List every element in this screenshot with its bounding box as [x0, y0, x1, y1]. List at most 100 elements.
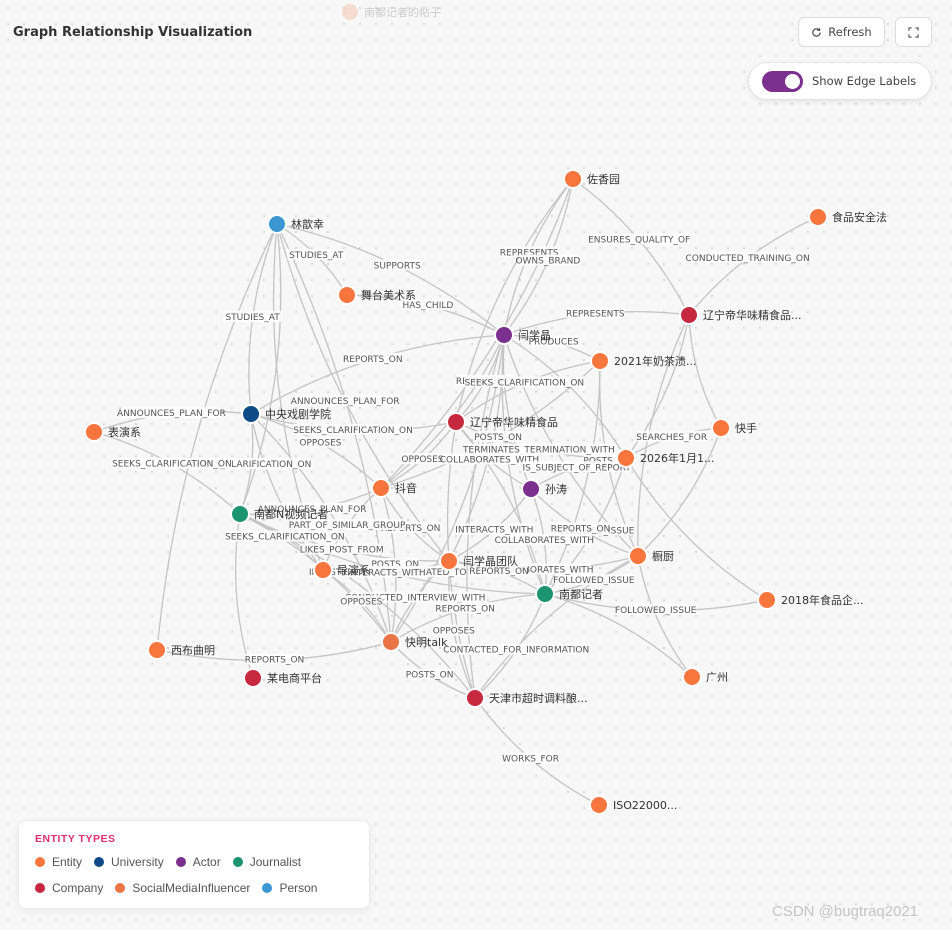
edge[interactable] [474, 555, 639, 699]
svg-text:南都N视频记者: 南都N视频记者 [254, 507, 328, 521]
svg-text:POSTS_ON: POSTS_ON [371, 560, 419, 570]
svg-text:SEEKS_CLARIFICATION_ON: SEEKS_CLARIFICATION_ON [192, 460, 312, 470]
svg-text:PART_OF_SIMILAR_GROUP: PART_OF_SIMILAR_GROUP [289, 521, 406, 531]
edge[interactable] [156, 223, 278, 651]
edge-label: POSTS_ON [583, 454, 631, 466]
entity-legend: ENTITY TYPES Entity University Actor Journa… [18, 820, 370, 909]
edge-labels-toggle-label: Show Edge Labels [812, 74, 917, 88]
edge-label: SUPPORTS [373, 259, 421, 271]
graph-node-linxin[interactable]: 林歆幸 [267, 214, 324, 234]
edge-label: OPPOSES [340, 595, 383, 607]
edge[interactable] [688, 314, 722, 429]
graph-node-douyin[interactable]: 抖音 [371, 478, 417, 498]
graph-node-yxjteam[interactable]: 闫学晶团队 [439, 551, 518, 571]
graph-node-liaoning2[interactable]: 辽宁帝华味精食品 [446, 412, 558, 432]
edge-label: SEEKS_CLARIFICATION_ON [111, 457, 233, 470]
graph-node-daoyan[interactable]: 导演系 [313, 560, 370, 580]
edge[interactable] [380, 178, 574, 489]
graph-node-zhongxi[interactable]: 中央戏剧学院 [241, 404, 331, 424]
graph-node-guangzhou[interactable]: 广州 [682, 667, 728, 687]
edge-label: ENSURES_QUALITY_OF [588, 233, 690, 246]
edge[interactable] [474, 697, 600, 806]
refresh-button[interactable]: Refresh [798, 17, 885, 47]
graph-node-shipin[interactable]: 食品安全法 [808, 207, 887, 227]
svg-text:2021年奶茶渍...: 2021年奶茶渍... [614, 354, 696, 368]
graph-node-suntao[interactable]: 孙涛 [521, 479, 567, 499]
edge-label: COLLABORATES_WITH [494, 563, 594, 575]
graph-node-yanxueman[interactable]: 闫学晶 [494, 325, 551, 345]
toggle-knob [785, 73, 800, 89]
svg-text:COLLABORATES_WITH: COLLABORATES_WITH [494, 565, 593, 575]
legend-items: Entity University Actor Journalist Company So… [35, 855, 353, 895]
edge-label: COLLABORATES_WITH [440, 453, 539, 466]
edge-label: IS_SUBJECT_OF_REPORT [521, 461, 632, 473]
edge-label: LIKES_POST_FROM [299, 543, 384, 556]
edge-label: OPPOSES [401, 453, 444, 465]
graph-node-biaoyan[interactable]: 表演系 [84, 422, 141, 442]
edge[interactable] [93, 431, 241, 515]
graph-node-naicha[interactable]: 2021年奶茶渍... [590, 351, 696, 371]
svg-text:ANNOUNCES_PLAN_FOR: ANNOUNCES_PLAN_FOR [117, 409, 226, 419]
edge[interactable] [637, 555, 693, 678]
refresh-icon [812, 27, 822, 37]
svg-text:SEEKS_CLARIFICATION_ON: SEEKS_CLARIFICATION_ON [225, 533, 345, 543]
graph-node-nandu_n[interactable]: 南都N视频记者 [230, 504, 328, 524]
edge[interactable] [501, 334, 546, 595]
legend-dot [94, 857, 105, 867]
svg-text:COLLABORATES_WITH: COLLABORATES_WITH [440, 456, 539, 466]
graph-node-tianjin[interactable]: 天津市超时调料酿... [465, 688, 588, 708]
edge[interactable] [276, 223, 505, 336]
svg-text:REPRESENTS: REPRESENTS [566, 309, 625, 319]
graph-node-kuaishou[interactable]: 快手 [711, 418, 757, 438]
svg-text:导演系: 导演系 [337, 563, 370, 577]
edge-label: SEEKS_CLARIFICATION_ON [292, 423, 414, 436]
edge[interactable] [544, 593, 693, 678]
legend-item-university: University [94, 855, 164, 869]
svg-text:REPORTS_ON: REPORTS_ON [343, 355, 403, 365]
edge[interactable] [688, 216, 819, 316]
svg-text:REPORTS_ON: REPORTS_ON [381, 524, 441, 534]
edge-label: SEEKS_CLARIFICATION_ON [224, 530, 346, 543]
svg-text:辽宁帝华味精食品: 辽宁帝华味精食品 [470, 415, 558, 429]
edge[interactable] [637, 427, 722, 557]
svg-text:舞台美术系: 舞台美术系 [361, 288, 416, 302]
svg-text:REPRESENTS: REPRESENTS [500, 248, 559, 258]
svg-text:SUPPORTS: SUPPORTS [374, 261, 421, 271]
svg-text:中央戏剧学院: 中央戏剧学院 [265, 407, 331, 421]
graph-node-liaoning1[interactable]: 辽宁帝华味精食品... [679, 305, 802, 325]
legend-title: ENTITY TYPES [35, 833, 116, 845]
svg-text:辽宁帝华味精食品...: 辽宁帝华味精食品... [703, 308, 802, 322]
svg-text:OPPOSES: OPPOSES [401, 455, 443, 465]
svg-text:COLLABORATES_WITH: COLLABORATES_WITH [495, 536, 594, 546]
svg-text:INTERACTS_WITH: INTERACTS_WITH [455, 525, 533, 535]
fullscreen-button[interactable] [895, 17, 932, 47]
legend-dot [232, 857, 243, 867]
graph-node-ecom[interactable]: 某电商平台 [243, 668, 322, 688]
edge-label: REPORTS_ON [435, 602, 495, 614]
graph-node-zuoxiang[interactable]: 佐香园 [563, 169, 620, 189]
edge[interactable] [239, 223, 282, 515]
page-title: Graph Relationship Visualization [13, 25, 253, 40]
graph-node-food2018[interactable]: 2018年食品企... [757, 590, 863, 610]
graph-node-iso[interactable]: ISO22000... [589, 795, 677, 815]
graph-node-nandu[interactable]: 南都记者 [535, 584, 603, 604]
legend-dot [35, 857, 45, 867]
edge[interactable] [572, 178, 690, 316]
edge[interactable] [625, 457, 768, 601]
graph-node-jan2026[interactable]: 2026年1月1... [616, 448, 714, 468]
svg-text:PRODUCES: PRODUCES [529, 338, 579, 348]
graph-node-wutai[interactable]: 舞台美术系 [337, 285, 416, 305]
edge[interactable] [503, 334, 627, 459]
edge-label: REPORTS_ON [245, 653, 304, 666]
edge[interactable] [625, 314, 690, 459]
legend-label: Company [52, 881, 104, 895]
edge-labels-toggle[interactable] [762, 70, 803, 92]
edge-label: ANNOUNCES_PLAN_FOR [258, 502, 366, 515]
graph-node-kuaiming[interactable]: 快明talk [381, 632, 448, 652]
graph-node-xibu[interactable]: 西布曲明 [147, 640, 215, 660]
svg-text:某电商平台: 某电商平台 [267, 671, 322, 685]
edge-label: WORKS_FOR [502, 752, 559, 764]
graph-node-chuchu[interactable]: 橱厨 [628, 546, 674, 566]
